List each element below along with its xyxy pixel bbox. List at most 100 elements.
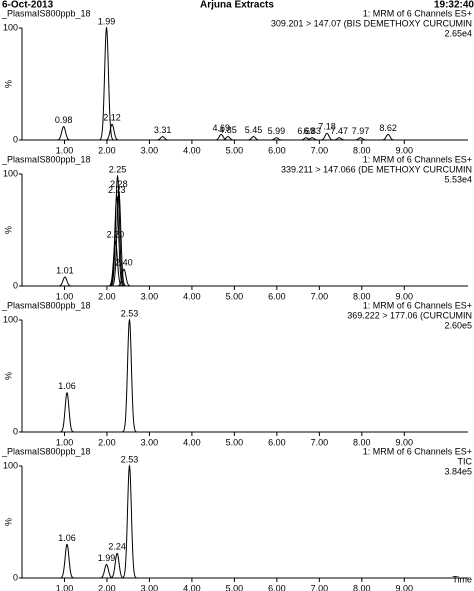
peak-label: 4.85 (219, 125, 237, 135)
x-tick-label: 4.00 (183, 583, 201, 591)
y-tick-label: 0 (13, 134, 18, 144)
x-tick-label: 6.00 (268, 145, 286, 155)
peak (57, 276, 72, 287)
peak-label: 1.06 (58, 381, 76, 391)
peak (246, 136, 261, 141)
x-tick-label: 5.00 (226, 437, 244, 447)
y-tick-label: 0 (13, 426, 18, 436)
y-tick-label: 0 (13, 280, 18, 290)
sample-name: _PlasmaIS800ppb_18 (1, 300, 91, 310)
peak (155, 136, 170, 141)
peak-label: 7.18 (318, 122, 336, 132)
peak-label: 2.24 (108, 542, 126, 552)
peak (214, 133, 229, 141)
x-tick-label: 9.00 (396, 437, 414, 447)
peak (320, 132, 334, 141)
channel: 1: MRM of 6 Channels ES+ (363, 300, 472, 310)
x-tick-label: 2.00 (98, 145, 116, 155)
sample-name: _PlasmaIS800ppb_18 (1, 154, 91, 164)
peak (99, 564, 114, 579)
channel: 1: MRM of 6 Channels ES+ (363, 446, 472, 456)
y-tick-label: 100 (3, 168, 18, 178)
peak-label: 5.99 (268, 126, 286, 136)
peak (122, 318, 137, 433)
x-tick-label: 8.00 (353, 583, 371, 591)
peak (105, 123, 119, 141)
peak (299, 137, 314, 141)
x-tick-label: 5.00 (226, 583, 244, 591)
x-tick-label: 1.00 (56, 583, 74, 591)
header-date: 6-Oct-2013 (2, 0, 54, 11)
x-tick-label: 8.00 (353, 145, 371, 155)
x-tick-label: 9.00 (396, 145, 414, 155)
peak (332, 137, 347, 141)
peak-label: 2.28 (110, 179, 128, 189)
peak-label: 2.12 (103, 113, 121, 123)
y-axis-label: % (3, 518, 13, 526)
peak (381, 133, 396, 141)
peak (110, 174, 125, 287)
x-tick-label: 2.00 (98, 437, 116, 447)
scale: 2.65e4 (444, 28, 472, 38)
scale: 5.53e4 (444, 174, 472, 184)
peak-label: 1.06 (58, 533, 76, 543)
peak-label: 2.25 (109, 165, 127, 175)
peak-label: 1.99 (98, 16, 116, 26)
peak (117, 268, 131, 287)
x-tick-label: 2.00 (98, 291, 116, 301)
peak-label: 4.69 (212, 123, 230, 133)
x-tick-label: 3.00 (141, 583, 159, 591)
peak-label: 3.31 (154, 125, 172, 135)
x-tick-label: 8.00 (353, 437, 371, 447)
peak (110, 552, 125, 579)
y-tick-label: 100 (3, 460, 18, 470)
x-tick-label: 3.00 (141, 145, 159, 155)
x-tick-label: 1.00 (56, 291, 74, 301)
x-tick-label: 7.00 (311, 145, 329, 155)
y-axis-label: % (3, 80, 13, 88)
x-tick-label: 9.00 (396, 291, 414, 301)
peak-label: 6.69 (297, 126, 315, 136)
x-tick-label: 1.00 (56, 145, 74, 155)
y-tick-label: 0 (13, 572, 18, 582)
x-tick-label: 6.00 (268, 583, 286, 591)
sample-name: _PlasmaIS800ppb_18 (1, 446, 91, 456)
header-title: Arjuna Extracts (200, 0, 274, 11)
transition: TIC (458, 456, 473, 466)
x-tick-label: 7.00 (311, 291, 329, 301)
peak-label: 1.99 (98, 553, 116, 563)
peak-label: 6.83 (303, 126, 321, 136)
x-tick-label: 6.00 (268, 291, 286, 301)
x-tick-label: 4.00 (183, 437, 201, 447)
x-tick-label: 7.00 (311, 437, 329, 447)
x-tick-label: 3.00 (141, 437, 159, 447)
peak-label: 0.98 (55, 115, 73, 125)
peak (122, 464, 137, 579)
x-tick-label: 9.00 (396, 583, 414, 591)
transition: 339.211 > 147.066 (DE METHOXY CURCUMIN (281, 164, 472, 174)
channel: 1: MRM of 6 Channels ES+ (363, 154, 472, 164)
x-tick-label: 5.00 (226, 291, 244, 301)
x-tick-label: 4.00 (183, 291, 201, 301)
peak-label: 2.53 (121, 308, 139, 318)
peak (60, 392, 74, 433)
transition: 309.201 > 147.07 (BIS DEMETHOXY CURCUMIN (271, 18, 472, 28)
peak (305, 137, 320, 141)
peak-label: 7.97 (352, 126, 370, 136)
peak (111, 189, 126, 287)
x-tick-label: 2.00 (98, 583, 116, 591)
y-tick-label: 100 (3, 314, 18, 324)
peak (269, 137, 284, 141)
x-tick-label: 5.00 (226, 145, 244, 155)
peak (56, 126, 71, 141)
peak-label: 1.01 (56, 265, 74, 275)
y-tick-label: 100 (3, 22, 18, 32)
peak-label: 8.62 (379, 123, 397, 133)
peak-label: 5.45 (245, 125, 263, 135)
x-tick-label: 1.00 (56, 437, 74, 447)
x-tick-label: 4.00 (183, 145, 201, 155)
scale: 3.84e5 (444, 466, 472, 476)
channel: 1: MRM of 6 Channels ES+ (363, 8, 472, 18)
peak (60, 543, 74, 579)
